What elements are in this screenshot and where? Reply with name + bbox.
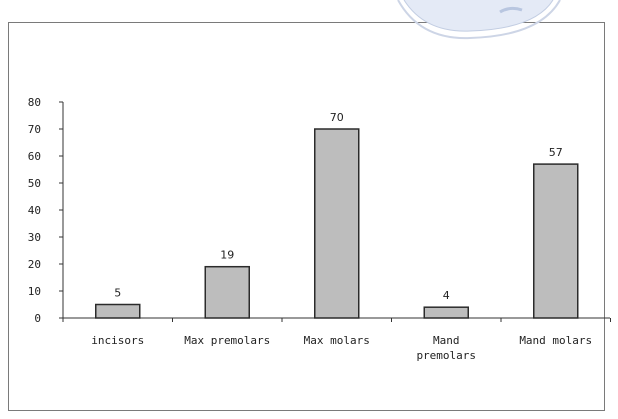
bar bbox=[423, 306, 469, 319]
category-label: incisors bbox=[91, 334, 144, 347]
bar bbox=[533, 163, 579, 319]
bar bbox=[95, 303, 141, 319]
y-tick-label: 60 bbox=[28, 150, 41, 163]
category-label: Max premolars bbox=[184, 334, 270, 347]
watermark-seal-icon bbox=[397, 0, 561, 40]
y-tick-label: 70 bbox=[28, 123, 41, 136]
category-label: premolars bbox=[416, 349, 476, 362]
category-label: Max molars bbox=[304, 334, 370, 347]
category-label: Mand molars bbox=[519, 334, 592, 347]
data-label: 4 bbox=[443, 289, 450, 302]
data-label: 19 bbox=[220, 249, 234, 262]
category-label: Mand bbox=[433, 334, 460, 347]
bar bbox=[204, 265, 250, 319]
y-tick-label: 40 bbox=[28, 204, 41, 217]
data-label: 70 bbox=[330, 111, 344, 124]
y-tick-label: 50 bbox=[28, 177, 41, 190]
x-axis: incisors Max premolars Max molars Mand premo… bbox=[62, 317, 611, 362]
y-tick-label: 80 bbox=[28, 96, 41, 109]
bar bbox=[314, 128, 360, 319]
y-tick-label: 30 bbox=[28, 231, 41, 244]
chart-frame bbox=[8, 22, 605, 411]
y-tick-label: 20 bbox=[28, 258, 41, 271]
y-axis: 0 10 20 30 40 50 60 70 80 bbox=[28, 96, 64, 325]
y-tick-label: 0 bbox=[34, 312, 41, 325]
y-tick-label: 10 bbox=[28, 285, 41, 298]
bar-series: 5 19 70 4 57 bbox=[95, 111, 579, 319]
data-label: 57 bbox=[549, 146, 563, 159]
data-label: 5 bbox=[114, 287, 121, 300]
